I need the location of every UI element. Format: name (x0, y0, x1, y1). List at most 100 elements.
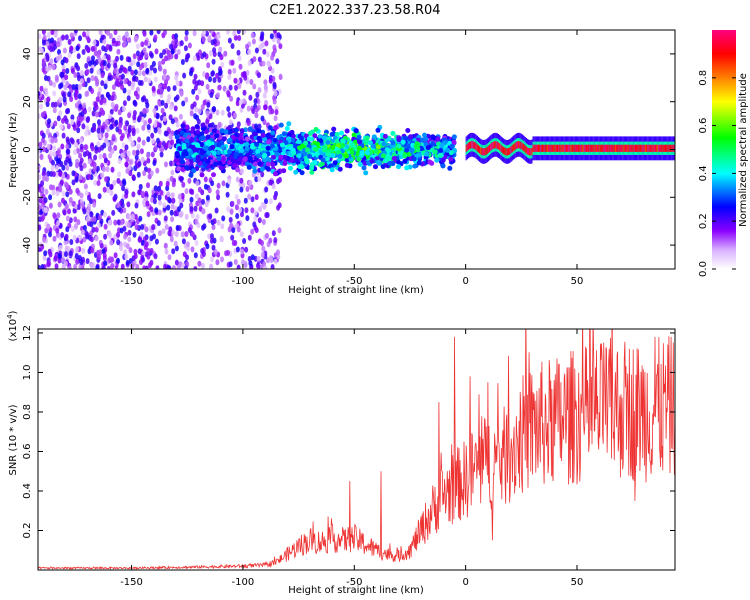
spectrogram-y-ticks: -40 -20 0 20 40 (22, 48, 675, 253)
noise-cell (189, 206, 194, 212)
signal-cell (367, 140, 373, 146)
carrier-cell (493, 141, 495, 149)
noise-cell (91, 110, 96, 117)
carrier-cell (563, 144, 565, 152)
noise-cell (272, 30, 277, 34)
signal-cell (247, 126, 253, 132)
noise-cell (153, 121, 158, 128)
carrier-cell (546, 144, 549, 152)
noise-cell (89, 67, 94, 74)
colorbar-tick-label: 0.2 (698, 213, 709, 229)
carrier-cell (650, 144, 652, 152)
noise-cell (43, 197, 48, 204)
noise-cell (43, 250, 48, 257)
signal-cell (244, 141, 250, 147)
snr-x-tick-label: 50 (571, 577, 584, 588)
noise-cell (193, 113, 198, 120)
noise-cell (184, 265, 188, 269)
noise-cell (274, 109, 279, 116)
noise-cell (156, 127, 161, 134)
noise-cell (172, 265, 176, 269)
noise-cell (48, 194, 53, 201)
noise-cell (62, 209, 67, 216)
noise-cell (65, 215, 70, 222)
carrier-cell (538, 144, 540, 152)
carrier-cell (543, 144, 545, 152)
carrier-cell (601, 144, 603, 152)
noise-cell (247, 193, 252, 200)
noise-cell (56, 115, 61, 122)
noise-cell (144, 241, 149, 248)
noise-cell (164, 161, 168, 168)
noise-cell (94, 235, 99, 242)
noise-cell (184, 231, 189, 237)
signal-cell (304, 159, 310, 165)
noise-cell (49, 46, 54, 53)
carrier-cell (667, 144, 669, 152)
noise-cell (45, 128, 50, 135)
noise-cell (254, 123, 259, 130)
signal-cell (353, 128, 359, 134)
noise-cell (94, 226, 99, 233)
noise-cell (86, 116, 91, 122)
carrier-cell (568, 144, 570, 152)
signal-cell (306, 136, 312, 142)
noise-cell (205, 110, 210, 117)
carrier-cell (612, 144, 614, 152)
signal-cell (357, 161, 363, 167)
noise-cell (157, 194, 162, 201)
noise-cell (73, 30, 78, 34)
carrier-cell (578, 144, 580, 152)
noise-cell (253, 98, 258, 105)
spectrogram-y-tick-label: 20 (22, 95, 33, 108)
carrier-cell (646, 144, 648, 152)
noise-cell (142, 170, 147, 177)
carrier-cell (519, 141, 521, 149)
noise-cell (96, 127, 101, 134)
noise-cell (252, 83, 257, 90)
noise-cell (227, 37, 232, 44)
noise-cell (124, 188, 129, 195)
noise-cell (122, 100, 127, 107)
noise-cell (50, 101, 55, 108)
noise-cell (60, 59, 65, 66)
noise-cell (145, 200, 150, 207)
noise-cell (136, 171, 141, 178)
noise-cell (160, 107, 165, 114)
noise-cell (201, 251, 206, 257)
noise-cell (231, 240, 236, 246)
noise-cell (262, 261, 267, 267)
noise-cell (214, 207, 219, 214)
noise-cell (116, 239, 121, 246)
noise-cell (115, 78, 120, 84)
signal-cell (207, 123, 213, 129)
noise-cell (254, 47, 259, 54)
noise-cell (250, 32, 255, 39)
noise-cell (64, 74, 69, 81)
noise-cell (229, 95, 234, 102)
noise-cell (211, 244, 216, 251)
noise-cell (171, 229, 176, 236)
noise-cell (128, 247, 133, 254)
noise-cell (162, 68, 167, 75)
noise-cell (38, 33, 42, 40)
noise-cell (202, 99, 207, 106)
carrier-cell (551, 144, 553, 152)
carrier-cell (483, 148, 485, 156)
noise-cell (41, 39, 46, 46)
snr-x-tick-label: -50 (346, 577, 362, 588)
noise-cell (155, 265, 160, 269)
noise-cell (159, 52, 164, 59)
noise-cell (211, 224, 216, 231)
noise-cell (38, 197, 43, 204)
noise-cell (157, 209, 162, 216)
noise-cell (252, 56, 257, 63)
noise-cell (127, 37, 132, 44)
spectrogram-x-tick-label: -100 (232, 276, 255, 287)
carrier-cell (591, 144, 593, 152)
noise-cell (53, 255, 58, 262)
noise-cell (218, 68, 223, 75)
signal-cell (427, 159, 433, 165)
noise-cell (67, 265, 72, 269)
carrier-cell (491, 142, 493, 150)
